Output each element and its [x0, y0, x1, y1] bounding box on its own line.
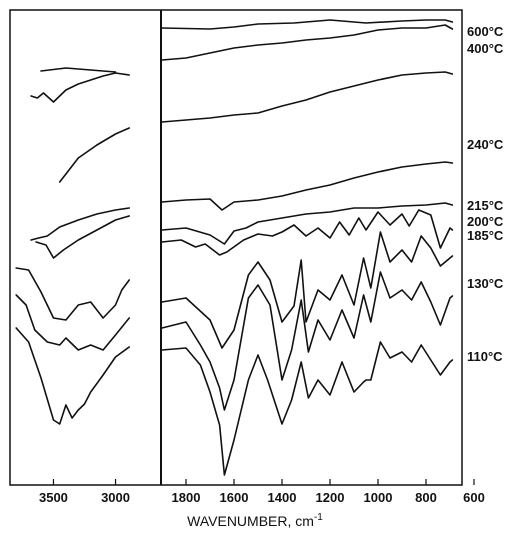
series-line-4-right: [161, 202, 454, 245]
x-axis-title-main: WAVENUMBER, cm: [187, 513, 314, 529]
x-tick-label: 1400: [268, 490, 297, 505]
x-tick-label: 1200: [316, 490, 345, 505]
series-line-7-left: [15, 294, 130, 351]
series-label: 110°C: [467, 349, 503, 364]
series-line-1-left: [30, 72, 130, 103]
series-label: 400°C: [467, 41, 504, 56]
series-line-4-left: [35, 215, 130, 259]
x-tick-label: 1800: [172, 490, 201, 505]
series-line-5-right: [161, 209, 454, 256]
series-line-1-right: [161, 24, 454, 61]
x-tick-label: 3000: [101, 490, 130, 505]
series-line-0-left: [40, 67, 117, 73]
series-line-8-right: [161, 341, 454, 476]
x-axis-title-superscript: -1: [314, 512, 323, 523]
x-tick-label: 1000: [364, 490, 393, 505]
x-axis-title: WAVENUMBER, cm-1: [187, 512, 323, 529]
series-label: 600°C: [467, 24, 504, 39]
series-label: 200°C: [467, 214, 504, 229]
x-tick-label: 800: [415, 490, 437, 505]
tick-group: 3500 3000 1800 1600 1400 1200 1000 800 600: [39, 479, 485, 505]
plot-frame: [9, 9, 463, 486]
series-label: 185°C: [467, 228, 504, 243]
series-label: 130°C: [467, 276, 504, 291]
series-line-2-right: [161, 71, 454, 123]
x-tick-label: 600: [463, 490, 485, 505]
series-label: 240°C: [467, 137, 504, 152]
series-label: 215°C: [467, 198, 504, 213]
series-line-7-right: [161, 271, 454, 411]
series-group: [15, 19, 454, 476]
x-tick-label: 3500: [39, 490, 68, 505]
x-tick-label: 1600: [220, 490, 249, 505]
series-line-8-left: [15, 327, 130, 425]
series-line-3-left: [30, 207, 130, 241]
series-line-2-left: [58, 127, 130, 183]
plot-border: [9, 9, 463, 486]
series-line-6-left: [15, 267, 130, 321]
series-line-0-right: [161, 19, 454, 30]
series-line-3-right: [161, 161, 454, 211]
series-line-6-right: [161, 231, 454, 349]
